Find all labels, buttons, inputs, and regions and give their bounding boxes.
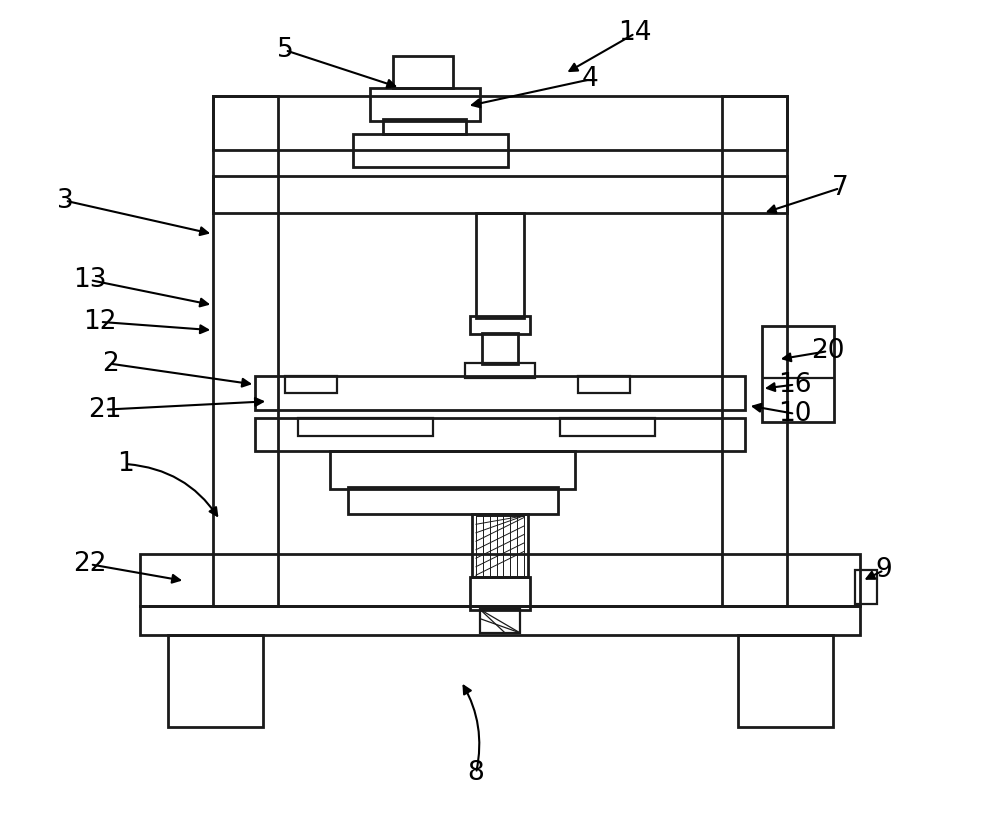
Bar (255, 376, 745, 410)
Text: 4: 4 (582, 66, 598, 93)
Bar (168, 635, 263, 727)
Bar (762, 326, 834, 422)
Bar (393, 56, 453, 88)
Bar (476, 213, 524, 318)
Bar (855, 570, 877, 604)
Bar (722, 96, 787, 606)
Text: 3: 3 (57, 187, 73, 214)
Bar (470, 577, 530, 610)
Bar (298, 418, 433, 436)
Text: 10: 10 (778, 400, 812, 427)
Bar (482, 333, 518, 364)
Bar (472, 514, 528, 577)
Bar (330, 451, 575, 489)
Bar (480, 609, 520, 633)
Text: 20: 20 (811, 338, 845, 364)
Bar (140, 554, 860, 606)
Bar (370, 88, 480, 121)
Text: 2: 2 (102, 350, 118, 377)
Text: 12: 12 (83, 308, 117, 335)
Bar (465, 363, 535, 378)
Bar (383, 119, 466, 134)
Bar (348, 487, 558, 514)
Bar (560, 418, 655, 436)
Bar (213, 176, 787, 213)
Text: 8: 8 (468, 760, 484, 787)
Text: 9: 9 (876, 557, 892, 584)
Text: 5: 5 (277, 37, 293, 64)
Bar (140, 606, 860, 635)
Bar (213, 96, 787, 150)
Bar (470, 316, 530, 334)
Text: 13: 13 (73, 267, 107, 293)
Bar (255, 418, 745, 451)
Bar (353, 134, 508, 167)
Bar (213, 96, 278, 606)
Bar (738, 635, 833, 727)
Text: 7: 7 (832, 175, 848, 201)
Bar (578, 376, 630, 393)
Text: 1: 1 (117, 451, 133, 477)
Text: 21: 21 (88, 396, 122, 423)
Text: 14: 14 (618, 20, 652, 47)
Text: 16: 16 (778, 371, 812, 398)
Bar (285, 376, 337, 393)
Text: 22: 22 (73, 551, 107, 578)
